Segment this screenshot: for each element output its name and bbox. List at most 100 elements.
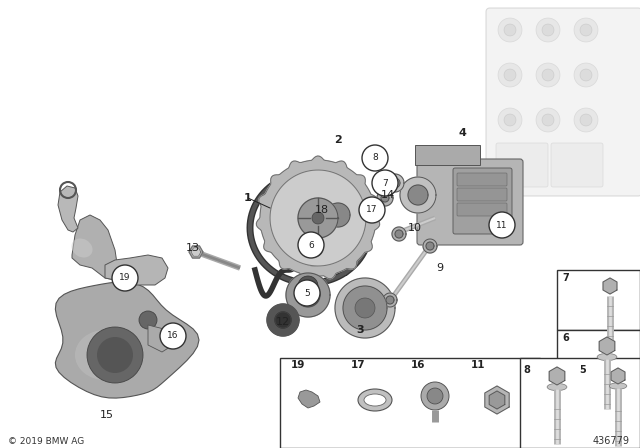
FancyBboxPatch shape: [457, 203, 507, 216]
Polygon shape: [423, 239, 437, 253]
Polygon shape: [298, 198, 338, 238]
Text: 5: 5: [304, 289, 310, 297]
Ellipse shape: [75, 330, 135, 380]
Text: 10: 10: [408, 223, 422, 233]
FancyBboxPatch shape: [453, 168, 512, 234]
FancyBboxPatch shape: [486, 8, 640, 196]
Circle shape: [536, 63, 560, 87]
Polygon shape: [372, 153, 382, 163]
Ellipse shape: [358, 389, 392, 411]
Text: 8: 8: [524, 365, 531, 375]
Polygon shape: [549, 367, 564, 385]
Polygon shape: [367, 205, 381, 219]
Polygon shape: [392, 227, 406, 241]
Polygon shape: [58, 186, 78, 232]
Polygon shape: [395, 230, 403, 238]
Circle shape: [97, 337, 133, 373]
Circle shape: [427, 388, 443, 404]
Text: 13: 13: [186, 243, 200, 253]
FancyBboxPatch shape: [457, 188, 507, 201]
Text: 12: 12: [276, 317, 290, 327]
Circle shape: [298, 232, 324, 258]
Text: 2: 2: [334, 135, 342, 145]
Polygon shape: [390, 178, 400, 188]
Text: © 2019 BMW AG: © 2019 BMW AG: [8, 436, 84, 445]
Bar: [280, 358, 540, 448]
Polygon shape: [386, 174, 404, 192]
Polygon shape: [381, 194, 389, 202]
Ellipse shape: [609, 383, 627, 389]
Polygon shape: [316, 193, 360, 237]
Text: 4: 4: [458, 128, 466, 138]
Polygon shape: [189, 246, 203, 258]
Text: 8: 8: [372, 154, 378, 163]
Text: 17: 17: [351, 360, 365, 370]
Circle shape: [536, 108, 560, 132]
Circle shape: [312, 212, 324, 224]
Polygon shape: [599, 337, 615, 355]
Polygon shape: [343, 286, 387, 330]
Polygon shape: [296, 283, 320, 307]
Ellipse shape: [547, 383, 567, 391]
Circle shape: [580, 69, 592, 81]
Circle shape: [542, 24, 554, 36]
FancyBboxPatch shape: [496, 143, 548, 187]
Text: 17: 17: [366, 206, 378, 215]
Text: 3: 3: [356, 325, 364, 335]
Polygon shape: [55, 282, 199, 398]
Polygon shape: [270, 170, 366, 266]
Text: 436779: 436779: [593, 436, 630, 446]
Circle shape: [359, 197, 385, 223]
Bar: [557, 270, 640, 330]
Polygon shape: [485, 386, 509, 414]
Circle shape: [536, 18, 560, 42]
Polygon shape: [377, 190, 393, 206]
Polygon shape: [370, 208, 378, 216]
Polygon shape: [368, 149, 386, 167]
Circle shape: [542, 69, 554, 81]
Circle shape: [362, 145, 388, 171]
Polygon shape: [305, 239, 323, 257]
Text: 7: 7: [563, 273, 570, 283]
FancyBboxPatch shape: [551, 143, 603, 187]
Ellipse shape: [597, 353, 617, 361]
Text: 1: 1: [244, 193, 252, 203]
Polygon shape: [257, 156, 380, 279]
Polygon shape: [267, 304, 299, 336]
Text: 16: 16: [411, 360, 425, 370]
Polygon shape: [383, 293, 397, 307]
Text: 18: 18: [315, 205, 329, 215]
FancyBboxPatch shape: [415, 145, 480, 165]
Text: 16: 16: [167, 332, 179, 340]
Polygon shape: [191, 248, 201, 256]
Polygon shape: [275, 312, 291, 328]
FancyBboxPatch shape: [417, 159, 523, 245]
Polygon shape: [335, 278, 395, 338]
Text: 11: 11: [496, 220, 508, 229]
Circle shape: [421, 382, 449, 410]
Circle shape: [498, 63, 522, 87]
Circle shape: [498, 108, 522, 132]
Circle shape: [372, 170, 398, 196]
Circle shape: [294, 280, 320, 306]
Text: 15: 15: [100, 410, 114, 420]
Circle shape: [489, 212, 515, 238]
Polygon shape: [148, 325, 173, 352]
Text: 6: 6: [563, 333, 570, 343]
Text: 6: 6: [308, 241, 314, 250]
Polygon shape: [326, 203, 350, 227]
Circle shape: [580, 114, 592, 126]
Polygon shape: [611, 368, 625, 384]
Circle shape: [504, 24, 516, 36]
Polygon shape: [603, 278, 617, 294]
Circle shape: [542, 114, 554, 126]
Ellipse shape: [72, 238, 93, 258]
Bar: [520, 358, 640, 448]
Circle shape: [298, 276, 318, 296]
Circle shape: [160, 323, 186, 349]
Bar: [557, 330, 640, 390]
Circle shape: [574, 18, 598, 42]
Polygon shape: [386, 296, 394, 304]
Text: 9: 9: [436, 263, 444, 273]
Text: 19: 19: [291, 360, 305, 370]
